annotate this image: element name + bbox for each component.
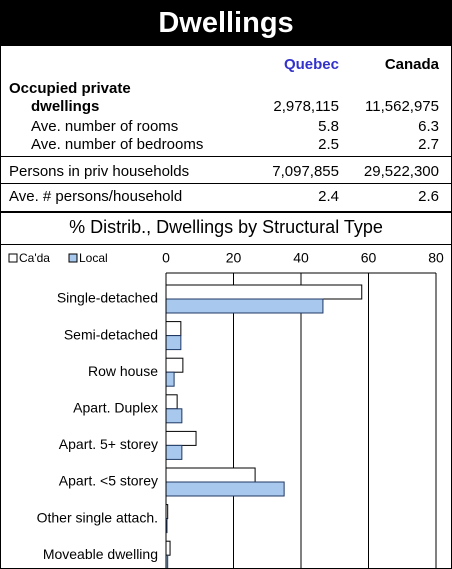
bar <box>165 540 171 556</box>
category-label: Single-detached <box>57 290 158 306</box>
legend-label: Ca'da <box>19 251 50 265</box>
legend-swatch <box>68 253 78 263</box>
separator <box>1 156 451 157</box>
category-label: Apart. <5 storey <box>59 473 158 489</box>
category-label: Other single attach. <box>37 509 158 525</box>
category-label: Apart. 5+ storey <box>59 436 158 452</box>
category-label: Apart. Duplex <box>73 400 158 416</box>
cell-value: 7,097,855 <box>272 163 339 180</box>
category-label: Moveable dwelling <box>43 546 158 562</box>
cell-value: 2.5 <box>318 136 339 153</box>
category-label: Semi-detached <box>64 326 158 342</box>
row-label: Ave. # persons/household <box>9 188 183 205</box>
cell-value: 2.4 <box>318 188 339 205</box>
bar <box>165 298 324 314</box>
column-header: Quebec <box>283 56 339 73</box>
bar <box>165 321 182 337</box>
title: Dwellings <box>1 1 451 46</box>
row-label: Persons in priv households <box>9 163 190 180</box>
cell-value: 6.3 <box>418 118 439 135</box>
cell-value: 2,978,115 <box>273 98 339 115</box>
cell-value: 2.6 <box>418 188 439 205</box>
bar <box>165 335 182 351</box>
bar <box>165 284 363 300</box>
row-label: Ave. number of rooms <box>31 118 179 135</box>
chart-title: % Distrib., Dwellings by Structural Type <box>69 217 383 237</box>
x-tick-label: 40 <box>293 250 309 266</box>
separator <box>1 211 451 213</box>
separator <box>1 183 451 184</box>
bar <box>165 467 256 483</box>
legend-swatch <box>8 253 18 263</box>
cell-value: 11,562,975 <box>365 98 439 115</box>
separator <box>1 244 451 245</box>
bar <box>165 481 285 497</box>
row-label: Ave. number of bedrooms <box>31 136 204 153</box>
x-tick-label: 0 <box>162 250 170 266</box>
bar <box>165 408 183 424</box>
bar <box>165 357 184 373</box>
x-tick-label: 80 <box>428 250 444 266</box>
bar <box>165 371 175 387</box>
row-label: Occupied private dwellings <box>9 80 131 115</box>
x-tick-label: 20 <box>226 250 242 266</box>
bar <box>165 394 178 410</box>
cell-value: 2.7 <box>418 136 439 153</box>
bar <box>165 430 197 446</box>
category-label: Row house <box>88 363 158 379</box>
column-header: Canada <box>384 56 439 73</box>
bar <box>165 444 183 460</box>
cell-value: 5.8 <box>318 118 339 135</box>
legend-label: Local <box>79 251 108 265</box>
x-tick-label: 60 <box>361 250 377 266</box>
cell-value: 29,522,300 <box>363 163 439 180</box>
